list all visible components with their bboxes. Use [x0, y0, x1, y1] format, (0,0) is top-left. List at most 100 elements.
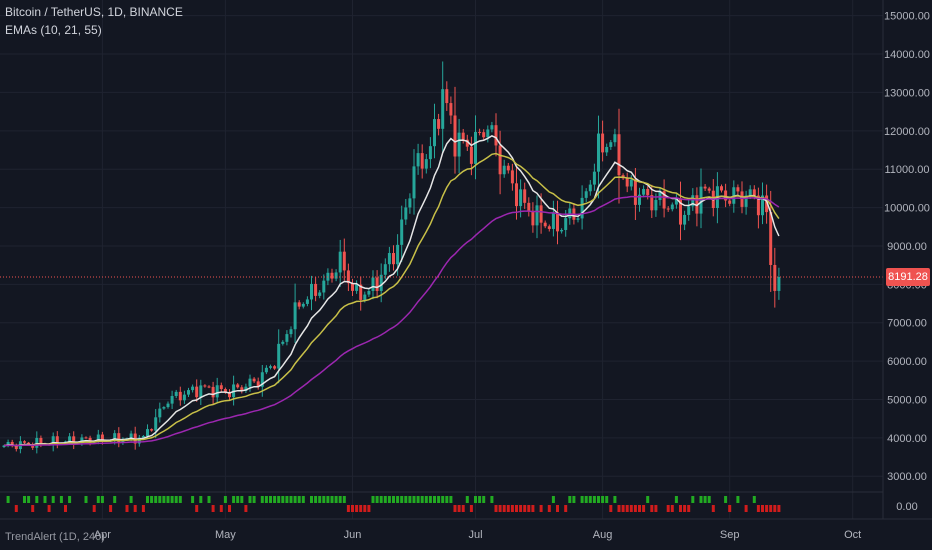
- candle-body: [178, 391, 182, 401]
- trend-alert-bar: [342, 496, 346, 503]
- trend-alert-bar: [638, 505, 641, 512]
- trend-alert-bar: [264, 496, 268, 503]
- candle-body: [428, 146, 432, 160]
- indicator-axis-label: 0.00: [896, 501, 917, 513]
- candle-body: [670, 204, 674, 210]
- candle-body: [433, 119, 436, 147]
- candle-body: [383, 264, 387, 275]
- candle-body: [240, 387, 244, 391]
- trend-alert-bar: [416, 496, 420, 503]
- trend-alert-bar: [420, 496, 424, 503]
- trend-alert-bar: [248, 496, 252, 503]
- indicator-legend: TrendAlert (1D, 240): [5, 531, 105, 543]
- trend-alert-bar: [523, 505, 527, 512]
- trend-alert-bar: [207, 496, 211, 503]
- candle-body: [334, 272, 338, 279]
- candle-body: [113, 433, 117, 441]
- candle-body: [625, 178, 629, 187]
- trend-alert-bar: [47, 505, 51, 512]
- trend-alert-bar: [310, 496, 313, 503]
- trend-alert-bar: [469, 505, 473, 512]
- candle-body: [141, 436, 145, 438]
- candle-body: [289, 329, 293, 335]
- candle-body: [687, 206, 691, 215]
- trend-alert-bar: [314, 496, 318, 503]
- candle-body: [424, 159, 428, 169]
- trend-alert-bar: [441, 496, 445, 503]
- trend-alert-bar: [289, 496, 293, 503]
- candle-body: [609, 142, 613, 147]
- candle-body: [638, 194, 641, 205]
- candle-body: [342, 251, 346, 271]
- price-axis-label: 3000.00: [887, 471, 927, 483]
- ema-legend: EMAs (10, 21, 55): [5, 23, 102, 37]
- trend-alert-bar: [691, 496, 695, 503]
- candle-body: [601, 133, 605, 153]
- trend-alert-bar: [174, 496, 178, 503]
- candle-body: [457, 132, 461, 157]
- trend-alert-bar: [564, 505, 568, 512]
- candle-body: [6, 441, 10, 446]
- candle-body: [252, 378, 256, 382]
- candle-body: [490, 125, 494, 130]
- candle-body: [166, 403, 170, 408]
- trend-alert-bar: [14, 505, 18, 512]
- trend-alert-bar: [572, 496, 576, 503]
- candle-body: [703, 186, 707, 189]
- time-axis[interactable]: Apr May Jun Jul Aug Sep Oct: [94, 529, 861, 541]
- trend-alert-bar: [363, 505, 367, 512]
- candle-body: [2, 445, 6, 447]
- candle-body: [404, 207, 408, 220]
- candle-body: [338, 251, 342, 273]
- candle-body: [371, 277, 375, 291]
- trend-alert-bar: [597, 496, 600, 503]
- candle-body: [314, 283, 318, 296]
- trend-alert-bar: [51, 496, 55, 503]
- candle-body: [162, 407, 166, 409]
- candle-body: [248, 378, 252, 387]
- candle-body: [597, 133, 600, 172]
- candle-body: [260, 372, 264, 387]
- trend-alert-bar: [474, 496, 477, 503]
- trend-alert-bar: [273, 496, 277, 503]
- candle-body: [756, 195, 760, 216]
- candle-body: [273, 366, 277, 369]
- trend-alert-bar: [621, 505, 625, 512]
- trend-alert-bar: [531, 505, 535, 512]
- price-axis[interactable]: 15000.00 14000.00 13000.00 12000.00 11000.00…: [884, 11, 930, 484]
- trend-alert-bar: [539, 505, 543, 512]
- trend-alert-bar: [133, 505, 137, 512]
- candle-body: [486, 129, 490, 138]
- price-axis-label: 14000.00: [884, 49, 930, 61]
- candle-body: [223, 389, 227, 393]
- candle-body: [510, 170, 514, 184]
- trend-alert-bar: [650, 505, 654, 512]
- time-axis-label: Jul: [468, 529, 482, 541]
- candle-body: [215, 385, 219, 398]
- candle-body: [752, 189, 756, 196]
- trend-alert-bar: [674, 496, 678, 503]
- trend-alert-bar: [396, 496, 400, 503]
- candle-body: [740, 191, 744, 207]
- trend-alert-bar: [769, 505, 773, 512]
- trend-alert-bar: [773, 505, 777, 512]
- trend-alert-bar: [412, 496, 416, 503]
- time-axis-label: Oct: [844, 529, 861, 541]
- candle-body: [679, 198, 682, 225]
- candle-body: [174, 391, 178, 396]
- candle-body: [535, 205, 539, 226]
- candle-body: [72, 436, 76, 444]
- candle-body: [691, 195, 695, 207]
- trend-alert-bar: [515, 505, 518, 512]
- candle-body: [351, 283, 354, 291]
- candle-body: [375, 277, 379, 291]
- price-axis-label: 15000.00: [884, 11, 930, 23]
- trend-alert-bar: [728, 505, 732, 512]
- trend-alert-bar: [269, 496, 272, 503]
- candle-body: [576, 218, 580, 220]
- candle-body: [150, 429, 154, 431]
- candle-body: [437, 119, 441, 129]
- trend-alert-bar: [457, 505, 461, 512]
- trend-alert-bar: [601, 496, 605, 503]
